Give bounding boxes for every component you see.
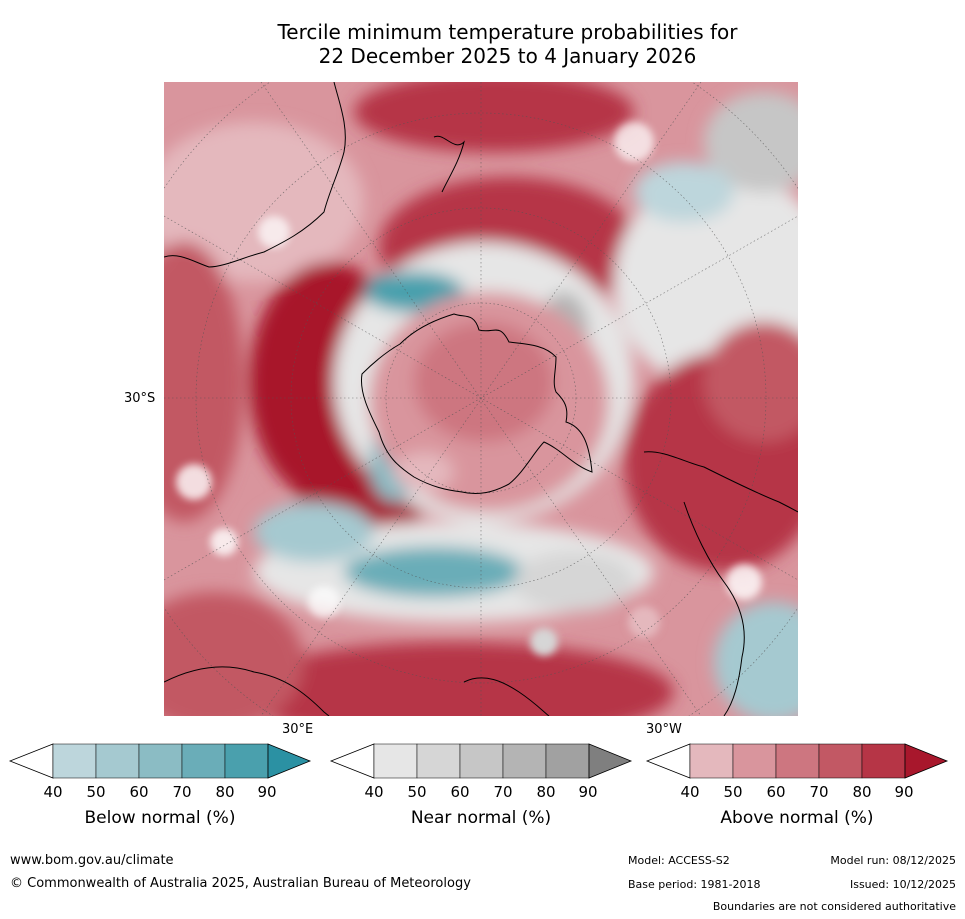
colorbar-bin [52,743,97,779]
graticule [164,82,798,716]
south-america-coastline [643,451,798,513]
colorbar-bin [459,743,504,779]
map-canvas [164,82,798,716]
above-normal-colorbar [645,743,949,779]
model-text: Model: ACCESS-S2 [628,854,730,867]
colorbar-bin [689,743,734,779]
madagascar-coastline [463,677,550,716]
map-title: Tercile minimum temperature probabilitie… [0,20,965,68]
colorbar-bin [502,743,547,779]
near-normal-tick: 60 [450,783,470,801]
model-run-text: Model run: 08/12/2025 [830,854,956,867]
near-normal-colorbar [329,743,633,779]
near-normal-tick: 80 [536,783,556,801]
colorbar-bin [732,743,777,779]
disclaimer-text: Boundaries are not considered authoritat… [712,900,956,913]
colorbar-bin [545,743,590,779]
colorbar-upper-extension [267,743,312,779]
longitude-label-30w: 30°W [646,722,682,737]
above-normal-tick: 80 [852,783,872,801]
australia-coastline [164,82,346,268]
near-normal-tick: 70 [493,783,513,801]
below-normal-colorbar [8,743,312,779]
colorbar-bin [224,743,269,779]
below-normal-title: Below normal (%) [84,808,236,828]
colorbar-bin [861,743,906,779]
probability-speckle [176,122,762,656]
latitude-label-30s: 30°S [124,391,156,406]
below-normal-colorbar-graphic [8,743,312,779]
below-normal-tick: 40 [43,783,63,801]
colorbar-bin [373,743,418,779]
new-zealand-coastline [433,135,465,193]
south-africa-coastline [164,666,330,716]
probability-map [164,82,798,716]
colorbar-lower-extension [8,743,54,779]
above-normal-tick: 70 [809,783,829,801]
colorbar-bin [818,743,863,779]
near-normal-tick: 40 [364,783,384,801]
colorbar-bin [138,743,183,779]
copyright-text: © Commonwealth of Australia 2025, Austra… [10,876,471,891]
above-normal-tick: 90 [894,783,914,801]
below-normal-tick: 70 [172,783,192,801]
colorbar-upper-extension [904,743,949,779]
above-normal-tick: 50 [723,783,743,801]
near-normal-colorbar-graphic [329,743,633,779]
antarctica-coastline [360,313,593,495]
below-normal-tick: 90 [257,783,277,801]
title-line-1: Tercile minimum temperature probabilitie… [277,20,738,44]
near-normal-tick: 90 [578,783,598,801]
probability-field [164,82,798,716]
colorbar-lower-extension [329,743,375,779]
colorbar-bin [775,743,820,779]
colorbar-upper-extension [588,743,633,779]
above-normal-tick: 60 [766,783,786,801]
issued-text: Issued: 10/12/2025 [849,878,956,891]
colorbar-bin [95,743,140,779]
website-link[interactable]: www.bom.gov.au/climate [10,853,174,868]
below-normal-tick: 50 [86,783,106,801]
colorbar-bin [181,743,226,779]
near-normal-tick: 50 [407,783,427,801]
above-normal-tick: 40 [680,783,700,801]
above-normal-title: Above normal (%) [720,808,874,828]
near-normal-title: Near normal (%) [410,808,552,828]
africa-coastline [683,501,745,716]
base-period-text: Base period: 1981-2018 [628,878,761,891]
title-line-2: 22 December 2025 to 4 January 2026 [318,44,697,68]
colorbar-bin [416,743,461,779]
above-normal-colorbar-graphic [645,743,949,779]
longitude-label-30e: 30°E [282,722,314,737]
coastlines [164,82,798,716]
colorbar-lower-extension [645,743,691,779]
below-normal-tick: 80 [215,783,235,801]
below-normal-tick: 60 [129,783,149,801]
